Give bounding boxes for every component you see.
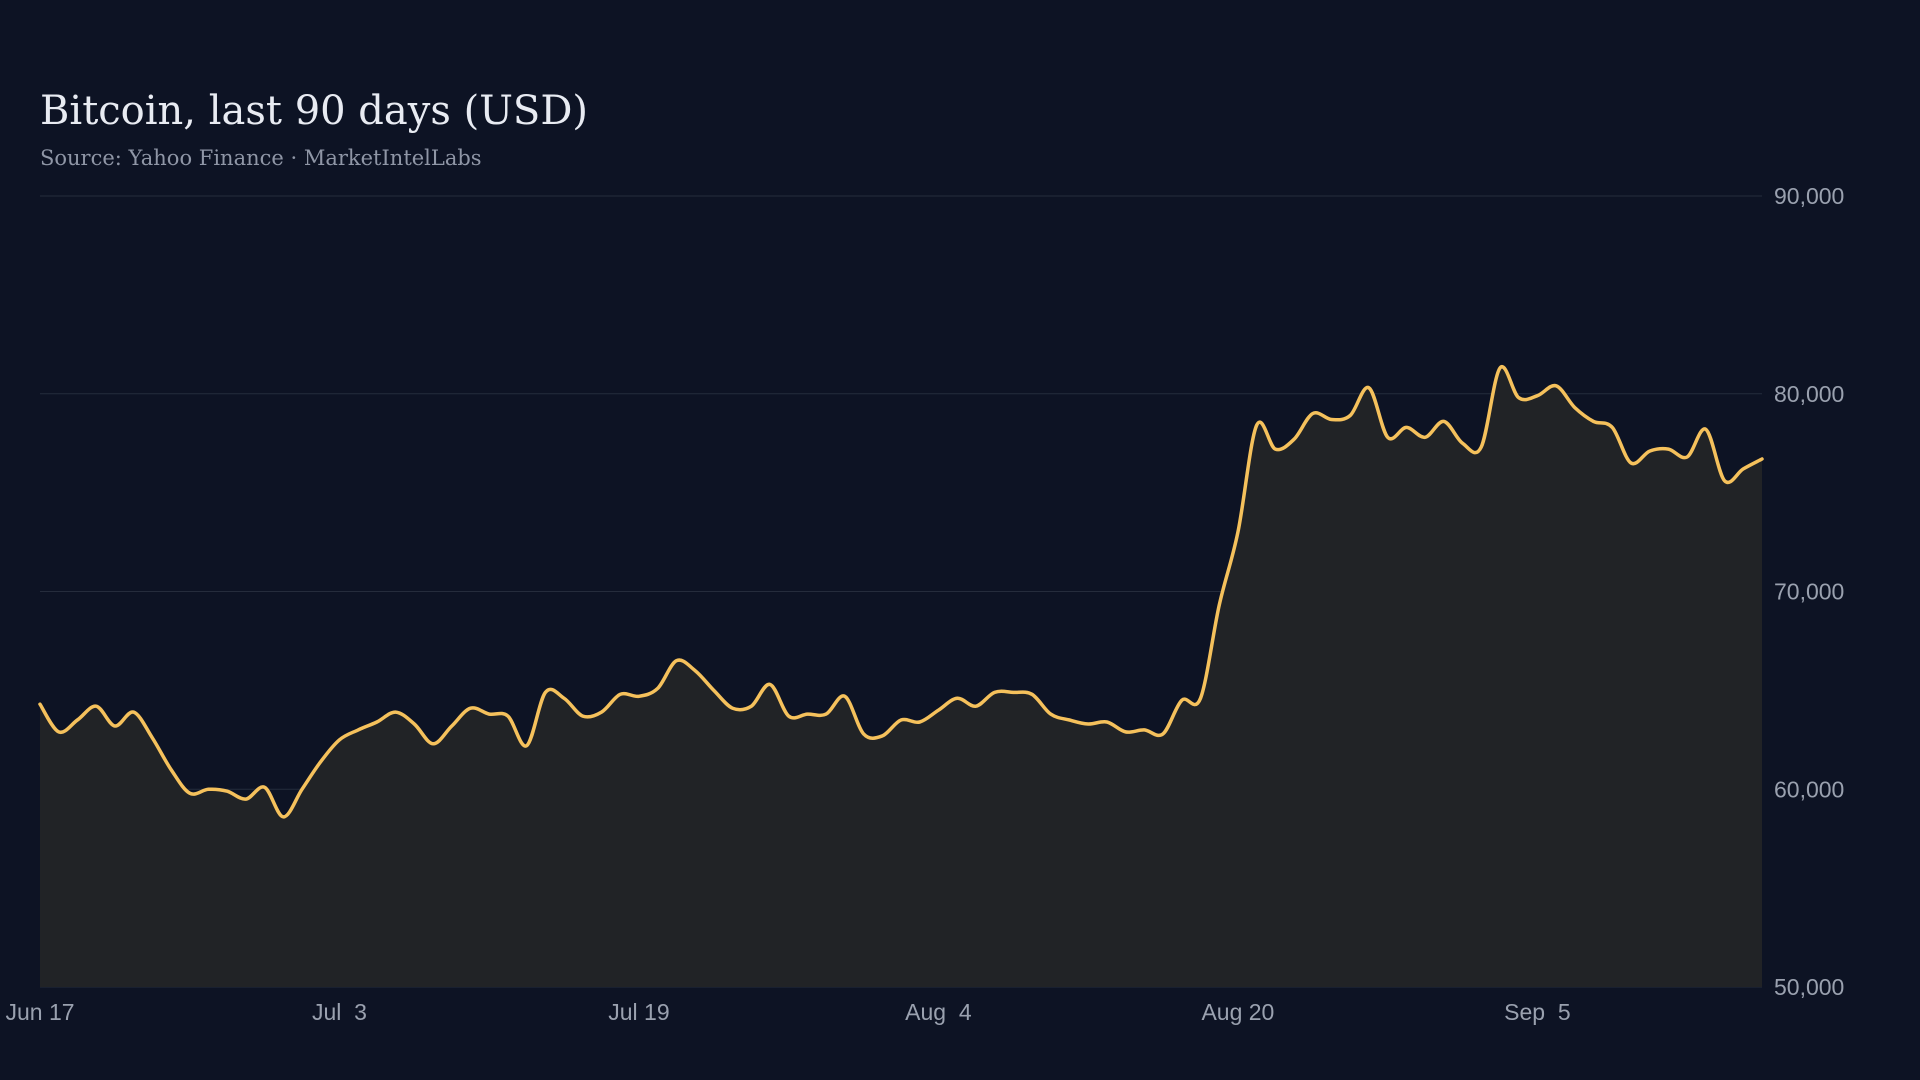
price-area	[40, 366, 1762, 987]
x-tick-label: Aug 4	[905, 999, 972, 1025]
x-tick-label: Sep 5	[1504, 999, 1571, 1025]
x-tick-label: Aug 20	[1201, 999, 1274, 1025]
y-tick-label: 70,000	[1774, 579, 1844, 605]
y-axis: 50,000 60,000 70,000 80,000 90,000	[1774, 183, 1844, 1000]
price-line	[38, 364, 1764, 819]
y-tick-label: 90,000	[1774, 183, 1844, 209]
x-tick-label: Jul 3	[312, 999, 367, 1025]
x-tick-label: Jul 19	[608, 999, 669, 1025]
chart-subtitle: Source: Yahoo Finance · MarketIntelLabs	[40, 146, 482, 170]
chart-title: Bitcoin, last 90 days (USD)	[40, 88, 588, 134]
y-tick-label: 60,000	[1774, 776, 1844, 802]
y-tick-label: 80,000	[1774, 381, 1844, 407]
x-tick-label: Jun 17	[5, 999, 74, 1025]
x-axis: Jun 17 Jul 3 Jul 19 Aug 4 Aug 20 Sep 5	[5, 999, 1570, 1025]
y-tick-label: 50,000	[1774, 974, 1844, 1000]
